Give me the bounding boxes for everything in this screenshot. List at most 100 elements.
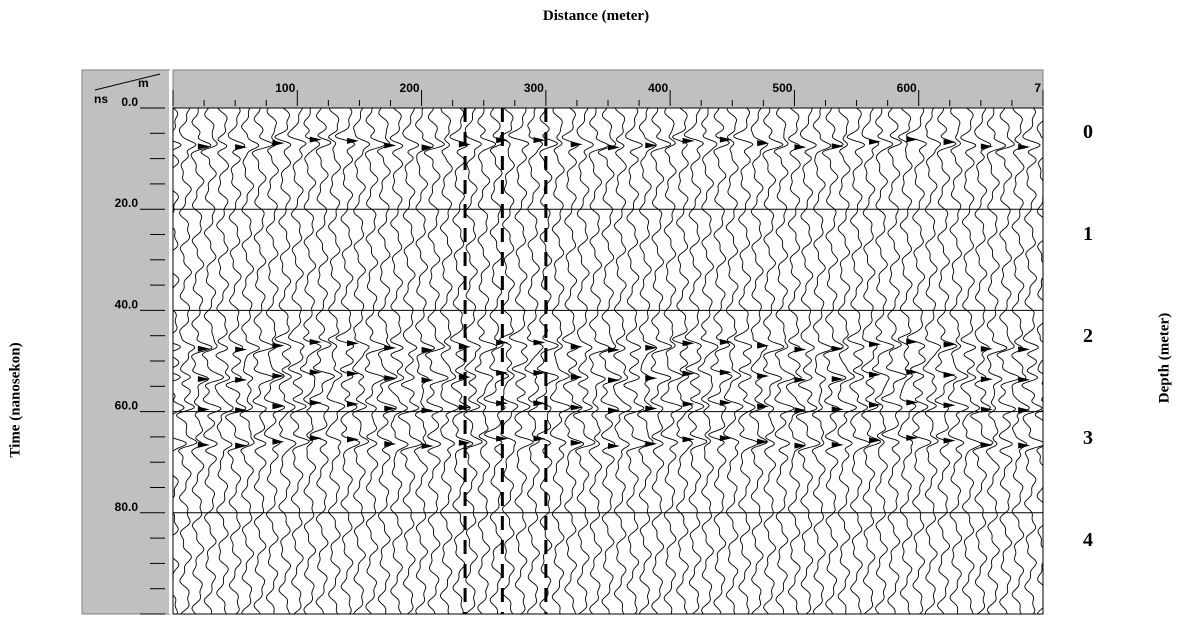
trace-line (613, 108, 632, 614)
trace-line (414, 108, 436, 614)
trace-line (846, 108, 871, 614)
reflector-mark (1018, 442, 1031, 449)
trace-line (388, 108, 409, 614)
reflector-mark (235, 442, 248, 449)
reflector-mark (869, 341, 881, 348)
trace-line (837, 108, 858, 614)
trace-line (572, 108, 596, 614)
reflector-mark (645, 344, 658, 351)
reflector-mark (794, 442, 807, 449)
trace-line (463, 108, 483, 614)
reflector-mark (533, 339, 546, 346)
x-tick-label: 500 (772, 81, 792, 95)
reflector-mark (533, 435, 546, 442)
reflector-mark (309, 369, 322, 376)
reflector-mark (235, 407, 248, 414)
y-tick-label: 40.0 (115, 297, 139, 311)
y-tick-label: 80.0 (115, 500, 139, 514)
trace-line (364, 108, 387, 614)
reflector-mark (1018, 346, 1031, 353)
trace-line (637, 108, 658, 614)
trace-line (660, 108, 684, 614)
reflector-mark (458, 439, 471, 446)
reflector-mark (197, 345, 210, 352)
reflector-mark (757, 342, 770, 349)
reflector-mark (943, 371, 956, 378)
trace-line (1034, 119, 1043, 614)
reflector-mark (197, 441, 210, 448)
reflector-mark (272, 403, 285, 410)
reflector-mark (719, 369, 732, 376)
reflector-mark (682, 340, 695, 347)
trace-line (1011, 108, 1030, 614)
reflector-mark (831, 406, 844, 413)
reflector-mark (347, 340, 359, 347)
trace-line (897, 108, 917, 614)
trace-line (773, 108, 796, 614)
reflector-mark (384, 142, 397, 149)
reflector-mark (719, 399, 732, 406)
reflector-mark (384, 344, 397, 351)
chart-title: Distance (meter) (542, 8, 650, 24)
reflector-mark (272, 140, 285, 147)
reflector-mark (533, 137, 546, 144)
reflector-mark (608, 144, 620, 151)
reflector-mark (906, 338, 919, 345)
reflector-mark (980, 376, 993, 383)
reflector-mark (309, 136, 322, 143)
reflector-mark (757, 140, 770, 147)
reflector-mark (757, 438, 770, 445)
trace-line (397, 108, 423, 614)
trace-line (334, 108, 361, 614)
reflector-mark (831, 143, 844, 150)
reflector-mark (533, 369, 546, 376)
reflector-mark (347, 137, 359, 144)
trace-line (325, 108, 346, 614)
trace-line (880, 108, 907, 614)
trace-line (597, 108, 623, 614)
reflector-mark (831, 441, 844, 448)
reflector-mark (794, 376, 807, 383)
x-tick-label: 400 (648, 81, 668, 95)
trace-line (200, 108, 225, 614)
reflector-mark (757, 372, 770, 379)
reflector-mark (608, 442, 620, 449)
reflector-mark (309, 399, 322, 406)
reflector-mark (272, 372, 285, 379)
reflector-mark (384, 375, 397, 382)
reflector-mark (421, 442, 434, 449)
trace-line (650, 108, 672, 614)
trace-line (960, 108, 982, 614)
reflector-mark (421, 377, 434, 384)
reflector-mark (458, 343, 471, 350)
reflector-mark (1018, 376, 1031, 383)
trace-line (508, 108, 534, 614)
reflector-mark (570, 343, 583, 350)
trace-line (175, 108, 198, 614)
trace-line (733, 108, 759, 614)
trace-line (351, 108, 370, 614)
corner-divider (94, 73, 161, 91)
reflector-mark (869, 437, 881, 444)
trace-line (483, 108, 510, 614)
trace-line (995, 108, 1021, 614)
reflector-mark (533, 400, 546, 407)
plot-area (172, 107, 1044, 615)
trace-line (905, 108, 932, 614)
reflector-mark (682, 436, 695, 443)
x-tick-label: 600 (897, 81, 917, 95)
reflector-mark (869, 371, 881, 378)
reflector-mark (831, 376, 844, 383)
reflector-mark (421, 407, 434, 414)
depth-tick-label: 1 (1083, 223, 1093, 245)
reflector-mark (235, 144, 248, 151)
trace-line (225, 108, 250, 614)
trace-line (871, 108, 895, 614)
trace-line (309, 108, 336, 614)
reflector-mark (719, 136, 732, 143)
reflector-mark (384, 405, 397, 412)
trace-line (762, 108, 785, 614)
reflector-mark (309, 338, 322, 345)
trace-line (683, 108, 708, 614)
trace-line (274, 108, 297, 614)
